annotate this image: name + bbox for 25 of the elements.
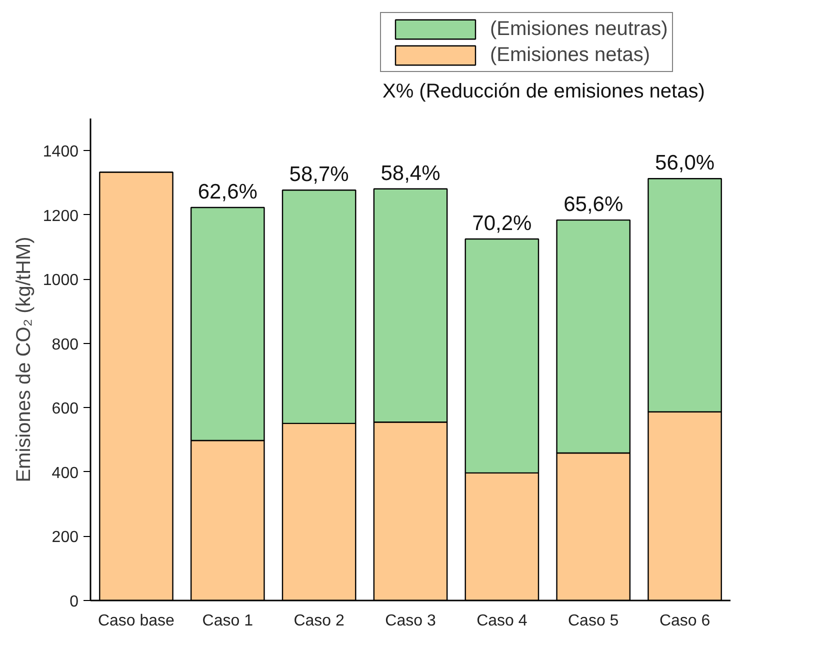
- y-tick-label: 1200: [42, 208, 79, 225]
- legend-label: (Emisiones netas): [490, 44, 650, 66]
- x-tick-label: Caso base: [98, 612, 175, 630]
- y-tick-label: 200: [52, 529, 79, 546]
- y-tick-label: 1000: [42, 272, 79, 290]
- annotation: 58,4%: [380, 162, 440, 185]
- annotation: 58,7%: [289, 163, 349, 186]
- y-tick-label: 400: [52, 464, 79, 482]
- annotation: 56,0%: [655, 152, 715, 175]
- legend-label: (Emisiones neutras): [490, 18, 668, 40]
- text: X% (Reducción de emisiones netas): [382, 80, 705, 102]
- x-tick-label: Caso 6: [659, 612, 710, 630]
- annotation: 65,6%: [564, 193, 624, 216]
- x-tick-label: Caso 5: [568, 612, 619, 630]
- x-tick-label: Caso 4: [476, 612, 528, 630]
- x-tick-label: Caso 2: [294, 612, 345, 630]
- y-tick-label: 600: [52, 400, 79, 418]
- x-tick-label: Caso 1: [202, 612, 254, 630]
- annotation: 70,2%: [472, 212, 532, 235]
- y-tick-label: 0: [70, 594, 79, 610]
- x-tick-label: Caso 3: [385, 612, 436, 630]
- y-tick-label: 1400: [42, 144, 79, 161]
- annotation: 62,6%: [198, 180, 258, 204]
- y-axis-title: Emisiones de CO₂ (kg/tHM): [12, 236, 35, 482]
- y-tick-label: 800: [52, 336, 79, 354]
